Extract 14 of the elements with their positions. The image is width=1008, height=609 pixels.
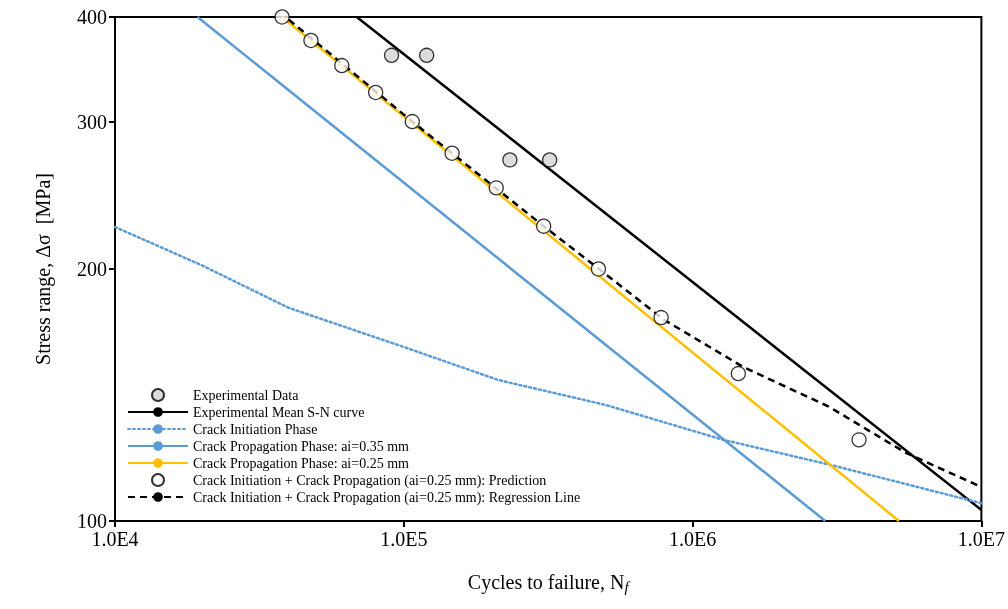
legend-label: Crack Initiation + Crack Propagation (ai=0.25 mm): Prediction — [193, 472, 547, 489]
y-axis-title: Stress range, Δσ [MPa] — [32, 173, 55, 365]
x-tick-label: 1.0E7 — [957, 528, 1005, 550]
legend-label: Crack Propagation Phase: ai=0.35 mm — [193, 438, 410, 454]
y-tick-label: 300 — [77, 110, 107, 133]
x-tick-label: 1.0E6 — [668, 528, 717, 550]
legend-label: Crack Initiation + Crack Propagation (ai=0.25 mm): Regression Line — [193, 489, 581, 506]
legend-label: Experimental Data — [193, 387, 300, 403]
legend-label: Experimental Mean S-N curve — [193, 404, 365, 420]
y-tick-label: 200 — [77, 258, 107, 280]
x-tick-label: 1.0E5 — [380, 528, 428, 550]
y-tick-label: 400 — [77, 6, 107, 28]
legend-label: Crack Propagation Phase: ai=0.25 mm — [193, 455, 410, 471]
legend-label: Crack Initiation Phase — [193, 421, 318, 437]
